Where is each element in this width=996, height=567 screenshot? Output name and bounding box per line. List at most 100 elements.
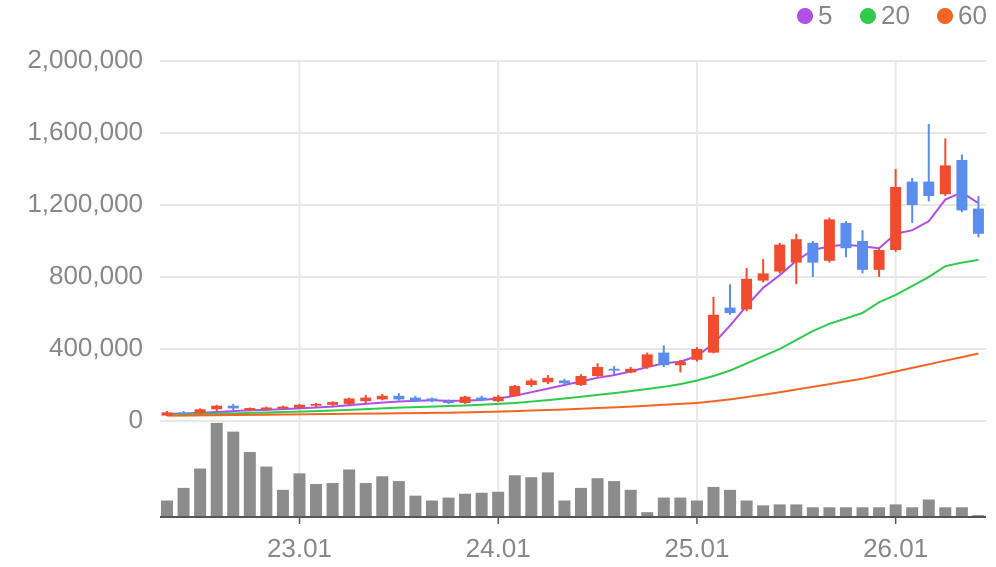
legend-label: 20	[881, 0, 910, 30]
volume-bar	[425, 500, 438, 517]
volume-bar	[293, 473, 306, 517]
legend-marker	[797, 8, 813, 24]
volume-bar	[955, 507, 968, 517]
y-tick-label: 0	[129, 404, 143, 434]
volume-bar	[194, 468, 207, 517]
volume-bar	[773, 504, 786, 517]
volume-bar	[657, 497, 670, 517]
y-tick-label: 1,200,000	[27, 188, 143, 218]
volume-bar	[392, 481, 405, 517]
legend-label: 5	[818, 0, 832, 30]
candle-body	[310, 403, 322, 406]
candle-body	[492, 396, 504, 402]
candle-body	[641, 354, 653, 367]
volume-bar	[541, 472, 554, 517]
volume-bar	[591, 478, 604, 517]
candle-body	[476, 397, 488, 401]
candle-body	[260, 407, 272, 410]
candle-body	[575, 376, 587, 385]
candle-body	[343, 398, 355, 404]
volume-bar	[856, 507, 869, 517]
volume-bar	[922, 499, 935, 517]
x-tick-label: 26.01	[863, 533, 928, 563]
y-tick-label: 1,600,000	[27, 116, 143, 146]
ma-line	[166, 258, 979, 416]
candle-body	[790, 239, 802, 263]
volume-bar	[376, 476, 389, 517]
legend-marker	[937, 8, 953, 24]
volume-bar	[475, 492, 488, 517]
candle-body	[542, 377, 554, 383]
candle-body	[923, 181, 935, 196]
candle-body	[409, 397, 421, 402]
candle-body	[211, 405, 223, 410]
volume-bar	[608, 481, 621, 517]
volume-bar	[343, 469, 356, 517]
volume-bar	[227, 431, 240, 517]
candle-body	[625, 368, 637, 373]
candle-body	[227, 405, 239, 409]
candle-body	[890, 187, 902, 250]
candle-body	[956, 160, 968, 211]
volume-bar	[624, 489, 637, 517]
candle-body	[277, 406, 289, 409]
candle-body	[525, 380, 537, 385]
volume-bar	[177, 487, 190, 517]
candle-body	[608, 368, 620, 371]
volume-bar	[790, 504, 803, 517]
candle-body	[757, 273, 769, 281]
volume-bar	[839, 507, 852, 517]
volume-bar	[492, 491, 505, 517]
candle-body	[674, 361, 686, 366]
volume-bar	[889, 504, 902, 517]
legend-label: 60	[958, 0, 987, 30]
candle-body	[360, 397, 372, 402]
volume-bar	[310, 484, 323, 517]
candle-body	[161, 412, 173, 416]
volume-bar	[575, 487, 587, 517]
candle-body	[658, 352, 670, 366]
y-tick-label: 800,000	[49, 260, 143, 290]
candle-body	[774, 244, 786, 272]
candle-body	[426, 398, 438, 402]
x-tick-label: 23.01	[267, 533, 332, 563]
candle-body	[807, 242, 819, 263]
candle-body	[459, 396, 471, 403]
candle-body	[823, 219, 835, 261]
volume-bar	[359, 483, 372, 517]
candle-body	[939, 165, 951, 195]
volume-bar	[873, 507, 886, 517]
candle-body	[592, 367, 604, 376]
volume-bar	[525, 477, 538, 517]
volume-bar	[939, 507, 952, 517]
candle-body	[244, 408, 256, 411]
candle-body	[194, 409, 206, 414]
candle-body	[509, 385, 521, 396]
candle-body	[293, 404, 305, 408]
volume-bar	[508, 475, 521, 517]
volume-bar	[806, 507, 819, 517]
volume-bar	[243, 452, 256, 517]
candle-body	[707, 314, 719, 353]
volume-bar	[906, 507, 919, 517]
volume-bar	[409, 495, 422, 517]
volume-bar	[260, 466, 273, 517]
volume-bar	[276, 489, 289, 517]
candle-body	[327, 402, 339, 405]
y-tick-label: 400,000	[49, 332, 143, 362]
y-tick-label: 2,000,000	[27, 44, 143, 74]
x-tick-label: 25.01	[664, 533, 729, 563]
volume-bar	[161, 500, 173, 517]
candle-body	[906, 181, 918, 205]
candle-body	[724, 307, 736, 313]
candle-body	[857, 241, 869, 270]
volume-bar	[740, 500, 753, 517]
candle-body	[873, 250, 885, 270]
candle-body	[393, 395, 405, 400]
candle-body	[840, 223, 852, 249]
candle-body	[376, 395, 388, 400]
volume-bar	[757, 505, 770, 517]
volume-bar	[558, 500, 571, 517]
